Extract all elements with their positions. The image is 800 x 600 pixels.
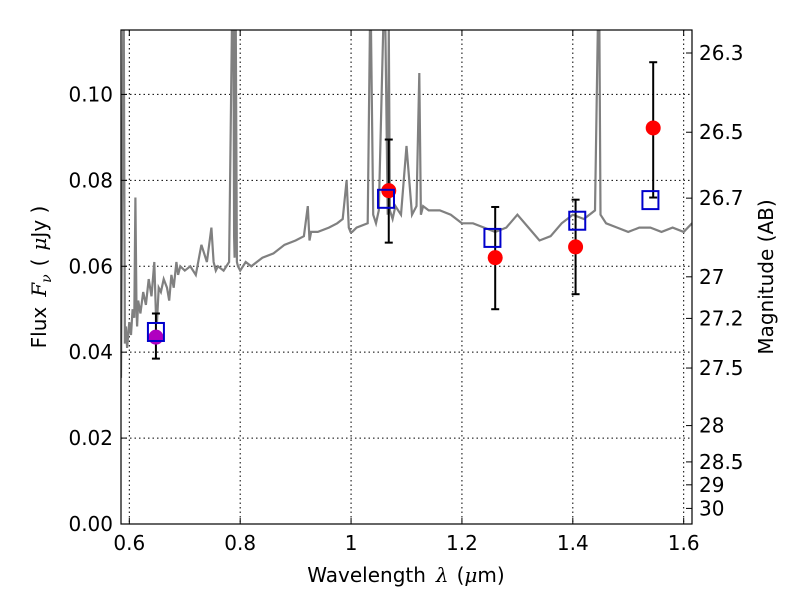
y-tick-labels: 0.00 0.02 0.04 0.06 0.08 0.10: [68, 82, 113, 536]
observed-point: [487, 250, 503, 266]
synthetic-point: [483, 227, 502, 248]
y-tick-label: 0.08: [68, 168, 113, 192]
x-tick-label: 1.6: [668, 531, 700, 555]
magnitude-tick-label: 27.5: [699, 356, 744, 380]
magnitude-tick-label: 29: [699, 473, 724, 497]
synthetic-points: [146, 188, 660, 342]
y-axis-label: FluxFν(μJy ): [27, 206, 55, 349]
x-tick-label: 0.6: [113, 531, 145, 555]
synthetic-point: [146, 321, 165, 342]
magnitude-axis-label: Magnitude (AB): [754, 199, 778, 354]
magnitude-tick-label: 30: [699, 496, 724, 520]
magnitude-tick-label: 27.2: [699, 306, 744, 330]
synthetic-point: [641, 190, 660, 211]
x-tick-label: 0.8: [224, 531, 256, 555]
y-tick-label: 0.10: [68, 82, 113, 106]
observed-point: [645, 120, 661, 136]
y-tick-label: 0.02: [68, 426, 113, 450]
magnitude-tick-label: 28: [699, 414, 724, 438]
y-tick-label: 0.04: [68, 340, 113, 364]
synthetic-point: [568, 210, 587, 231]
grid-lines: [121, 30, 692, 524]
synthetic-point: [376, 188, 395, 209]
x-tick-label: 1: [345, 531, 358, 555]
y-tick-label: 0.00: [68, 512, 113, 536]
observed-point: [568, 239, 584, 255]
x-axis-label: Wavelength λ (μm): [307, 563, 504, 587]
y-tick-label: 0.06: [68, 254, 113, 278]
observed-errorbars: [151, 61, 658, 360]
magnitude-tick-label: 26.3: [699, 41, 744, 65]
model-spectrum-line: [121, 30, 692, 378]
x-tick-labels: 0.6 0.8 1 1.2 1.4 1.6: [113, 531, 699, 555]
observed-points: [148, 120, 661, 345]
magnitude-tick-label: 28.5: [699, 450, 744, 474]
magnitude-tick-label: 26.5: [699, 120, 744, 144]
x-tick-label: 1.4: [557, 531, 589, 555]
x-tick-label: 1.2: [446, 531, 478, 555]
axis-ticks: [121, 30, 692, 525]
magnitude-tick-label: 27: [699, 265, 724, 289]
observed-point: [148, 329, 164, 345]
plot-frame: [120, 29, 693, 525]
magnitude-tick-label: 26.7: [699, 186, 744, 210]
